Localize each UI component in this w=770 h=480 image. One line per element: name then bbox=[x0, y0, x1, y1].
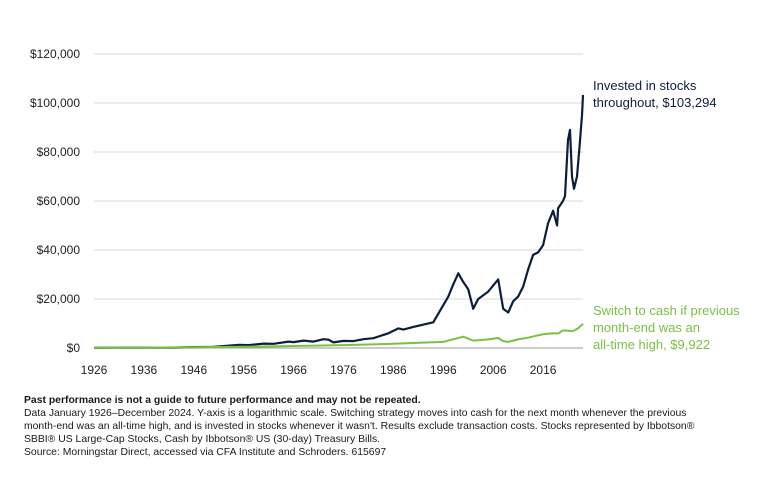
footnotes: Past performance is not a guide to futur… bbox=[24, 394, 759, 459]
gridlines bbox=[94, 53, 583, 349]
series-line-cash bbox=[93, 322, 584, 349]
series-label-cash: all-time high, $9,922 bbox=[593, 337, 710, 352]
x-tick-label: 1976 bbox=[330, 363, 357, 377]
y-axis-ticks: $0 $20,000 $40,000 $60,000 $80,000 $100,000 $1… bbox=[30, 47, 80, 355]
series-label-cash: Switch to cash if previous bbox=[593, 303, 740, 318]
series-label-stocks: throughout, $103,294 bbox=[593, 95, 717, 110]
x-tick-label: 1936 bbox=[131, 363, 158, 377]
x-tick-label: 1946 bbox=[180, 363, 207, 377]
series-label-cash: month-end was an bbox=[593, 320, 700, 335]
y-tick-label: $40,000 bbox=[37, 243, 81, 257]
series-lines bbox=[93, 94, 585, 349]
x-tick-label: 2016 bbox=[530, 363, 557, 377]
chart: $0 $20,000 $40,000 $60,000 $80,000 $100,000 $1… bbox=[30, 47, 740, 377]
x-tick-label: 1996 bbox=[430, 363, 457, 377]
methodology-line-1: Data January 1926–December 2024. Y-axis … bbox=[24, 408, 687, 419]
y-tick-label: $60,000 bbox=[37, 194, 81, 208]
y-tick-label: $80,000 bbox=[37, 145, 81, 159]
y-tick-label: $120,000 bbox=[30, 47, 80, 61]
methodology-line-3: SBBI® US Large-Cap Stocks, Cash by Ibbot… bbox=[24, 434, 381, 445]
methodology-line-2: month-end was an all-time high, and is i… bbox=[24, 421, 695, 432]
x-tick-label: 1986 bbox=[380, 363, 407, 377]
x-tick-label: 1966 bbox=[280, 363, 307, 377]
y-tick-label: $20,000 bbox=[37, 292, 81, 306]
y-tick-label: $100,000 bbox=[30, 96, 80, 110]
series-label-stocks: Invested in stocks bbox=[593, 78, 697, 93]
source-line: Source: Morningstar Direct, accessed via… bbox=[24, 447, 387, 458]
disclaimer-heading: Past performance is not a guide to futur… bbox=[24, 395, 421, 406]
y-tick-label: $0 bbox=[67, 341, 81, 355]
series-line-stocks bbox=[93, 94, 585, 349]
x-tick-label: 2006 bbox=[480, 363, 507, 377]
x-axis-ticks: 1926 1936 1946 1956 1966 1976 1986 1996 2006 2016 bbox=[81, 363, 557, 377]
x-tick-label: 1956 bbox=[230, 363, 257, 377]
series-labels: Invested in stocks throughout, $103,294 Sw… bbox=[593, 78, 740, 352]
x-tick-label: 1926 bbox=[81, 363, 108, 377]
